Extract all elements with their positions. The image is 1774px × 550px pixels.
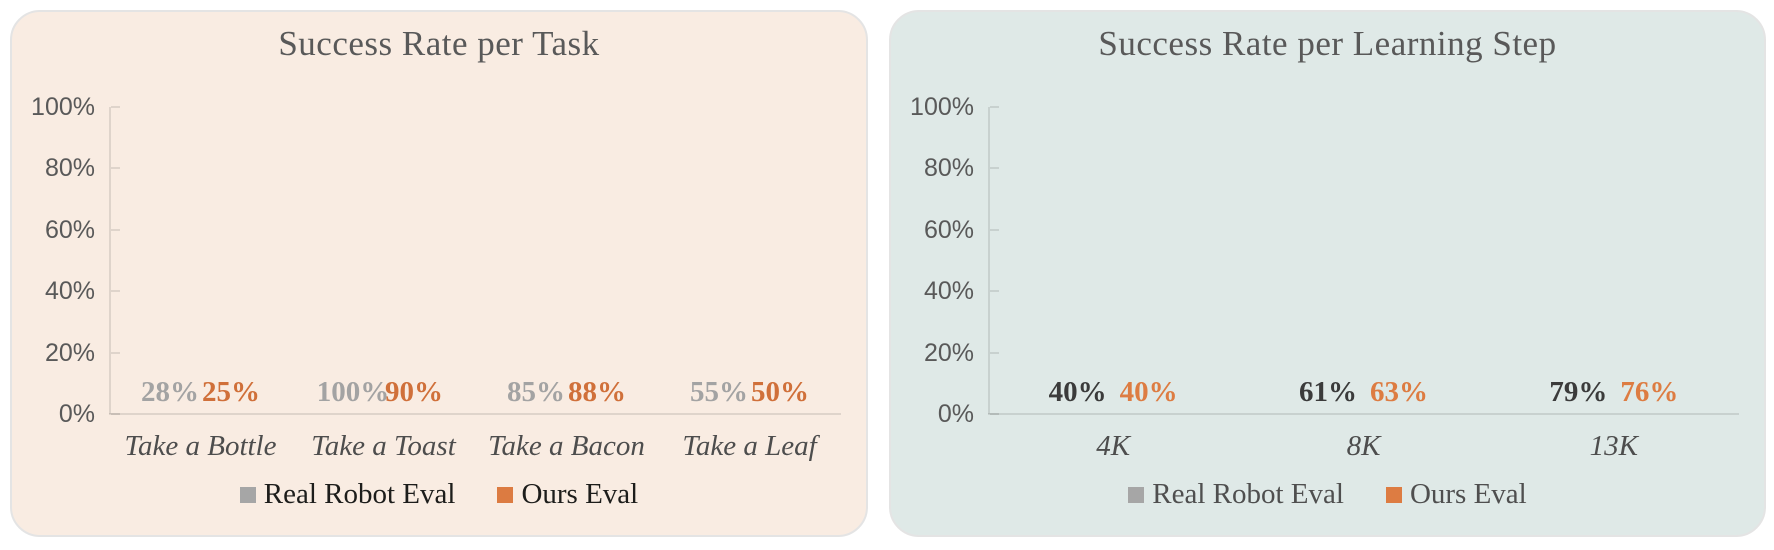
x-axis-category-label: 13K — [1589, 430, 1638, 462]
data-label: 55% — [690, 376, 748, 408]
y-axis-tick — [990, 106, 999, 108]
y-axis-tick — [990, 351, 999, 354]
legend-label: Real Robot Eval — [263, 478, 456, 510]
legend-label: Ours Eval — [1409, 478, 1527, 510]
data-label: 28% — [141, 376, 199, 408]
legend-swatch — [1385, 486, 1402, 503]
legend-swatch — [239, 486, 256, 503]
legend: Real Robot Eval Ours Eval — [891, 478, 1764, 511]
y-axis-tick-label: 0% — [58, 400, 95, 428]
chart-panel-success-per-learning-step: Success Rate per Learning Step 0% 20% 40% 6… — [889, 10, 1766, 537]
y-axis-tick-label: 80% — [44, 154, 95, 183]
legend-swatch — [1128, 486, 1145, 503]
y-axis-tick — [990, 228, 999, 231]
legend-item: Real Robot Eval — [239, 478, 456, 511]
legend-item: Ours Eval — [497, 478, 638, 511]
x-axis-category-label: 4K — [1096, 430, 1131, 462]
y-axis-tick — [111, 167, 120, 170]
y-axis-line — [988, 107, 990, 414]
y-axis-tick-label: 100% — [31, 93, 95, 121]
x-axis-labels: 4K 8K 13K — [988, 430, 1739, 463]
y-axis-tick — [111, 228, 120, 231]
y-axis-line — [109, 107, 111, 414]
bars-row: 40% 40% 61% 63% 79% 76% — [988, 107, 1739, 414]
chart-panel-success-per-task: Success Rate per Task 0% 20% 40% 60% 80% 100%… — [10, 10, 868, 537]
y-axis-tick — [111, 290, 120, 293]
x-axis-line — [988, 413, 1739, 415]
legend-swatch — [497, 486, 514, 503]
x-axis-line — [109, 413, 841, 415]
legend-label: Ours Eval — [521, 478, 639, 510]
data-label: 90% — [385, 376, 443, 408]
y-axis-tick-label: 80% — [923, 154, 974, 183]
y-axis-tick — [111, 351, 120, 354]
y-axis-tick-label: 40% — [44, 277, 95, 306]
data-label: 25% — [202, 376, 260, 408]
x-axis-category-label: 8K — [1346, 430, 1381, 462]
y-axis-tick-label: 100% — [910, 93, 974, 121]
y-axis-tick-label: 0% — [937, 400, 974, 428]
legend-item: Real Robot Eval — [1128, 478, 1344, 511]
data-label: 79% — [1549, 376, 1608, 408]
y-axis-tick-label: 60% — [44, 215, 95, 244]
x-axis-category-label: Take a Bottle — [124, 430, 277, 462]
y-axis-tick-label: 20% — [44, 338, 95, 367]
y-axis-tick — [111, 413, 120, 415]
data-label: 100% — [316, 376, 390, 408]
y-axis-tick — [990, 290, 999, 293]
data-label: 40% — [1048, 376, 1107, 408]
x-axis-category-label: Take a Leaf — [682, 430, 817, 462]
y-axis-tick-label: 20% — [923, 338, 974, 367]
y-axis-tick-label: 60% — [923, 215, 974, 244]
plot-area: 0% 20% 40% 60% 80% 100% 40% 40% 61% 63% 79% 76% — [910, 94, 1739, 427]
chart-title: Success Rate per Learning Step — [1098, 24, 1557, 63]
x-axis-category-label: Take a Toast — [311, 430, 456, 462]
x-axis-category-label: Take a Bacon — [488, 430, 645, 462]
legend-label: Real Robot Eval — [1152, 478, 1344, 510]
legend-item: Ours Eval — [1385, 478, 1527, 511]
data-label: 76% — [1620, 376, 1679, 408]
y-axis-tick — [111, 106, 120, 108]
data-label: 61% — [1298, 376, 1357, 408]
plot-area: 0% 20% 40% 60% 80% 100% 28% 25% 100% 90% 85% 88% 55%… — [31, 94, 841, 427]
data-label: 63% — [1369, 376, 1428, 408]
legend: Real Robot Eval Ours Eval — [12, 478, 866, 511]
bars-row: 28% 25% 100% 90% 85% 88% 55% 50% — [109, 107, 841, 414]
y-axis-tick — [990, 167, 999, 170]
chart-title: Success Rate per Task — [278, 24, 600, 63]
data-label: 40% — [1119, 376, 1178, 408]
data-label: 50% — [751, 376, 809, 408]
data-label: 85% — [507, 376, 565, 408]
y-axis-tick-label: 40% — [923, 277, 974, 306]
y-axis-tick — [990, 413, 999, 415]
x-axis-labels: Take a Bottle Take a Toast Take a Bacon Tak… — [109, 430, 841, 463]
data-label: 88% — [568, 376, 626, 408]
